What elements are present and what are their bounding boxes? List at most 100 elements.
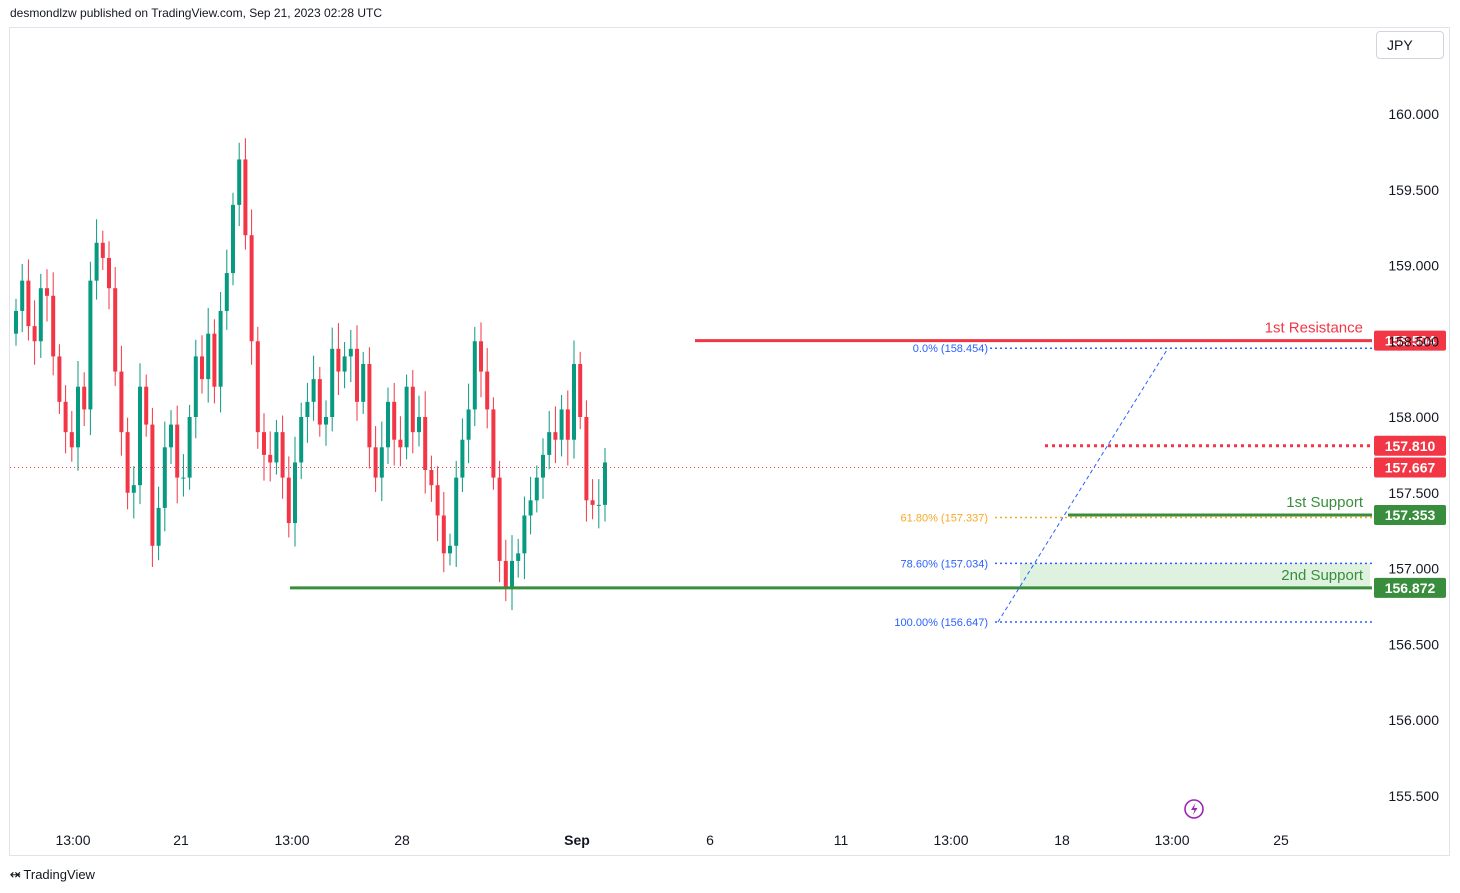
candle-body xyxy=(373,447,378,478)
candle-body xyxy=(200,356,204,380)
candle-body xyxy=(76,386,80,448)
candle-body xyxy=(584,417,589,501)
time-tick-label: 21 xyxy=(173,832,189,848)
candle-body xyxy=(435,485,440,516)
time-tick-label: 6 xyxy=(706,832,714,848)
candle-body xyxy=(355,348,359,402)
price-tick-label: 159.000 xyxy=(1388,258,1439,274)
candle-body xyxy=(14,310,18,334)
price-tick-label: 159.500 xyxy=(1388,182,1439,198)
support-zone xyxy=(1020,563,1370,588)
fib-group: 0.0% (158.454) 61.80% (157.337) 78.60% (15… xyxy=(894,343,1372,629)
price-label-text: 156.872 xyxy=(1385,580,1436,596)
candle-body xyxy=(20,280,25,311)
candle-body xyxy=(572,363,576,440)
candle-body xyxy=(330,348,335,417)
candle-body xyxy=(69,432,74,448)
candle-body xyxy=(565,409,570,440)
candle-body xyxy=(293,462,297,524)
level-name-label: 1st Resistance xyxy=(1265,320,1363,337)
candle-body xyxy=(379,447,384,478)
time-tick-label: 13:00 xyxy=(55,832,90,848)
candle-body xyxy=(57,356,62,402)
candle-body xyxy=(348,348,353,357)
candle-body xyxy=(156,507,161,546)
candle-body xyxy=(448,545,452,554)
candle-body xyxy=(280,432,285,478)
candle-body xyxy=(107,257,111,289)
candle-body xyxy=(150,424,155,546)
price-tick-label: 160.000 xyxy=(1388,106,1439,122)
fib-trend-line[interactable] xyxy=(997,347,1169,623)
candle-body xyxy=(212,333,217,387)
candle-body xyxy=(63,401,68,433)
candle-body xyxy=(51,295,56,357)
candle-body xyxy=(274,432,279,463)
candle-body xyxy=(503,560,508,587)
tradingview-logo-icon: ⬾ xyxy=(10,866,20,881)
candle-body xyxy=(131,485,136,493)
candle-body xyxy=(423,417,428,471)
time-tick-label: 11 xyxy=(834,832,849,848)
price-tick-label: 156.000 xyxy=(1388,712,1439,728)
price-tick-label: 158.000 xyxy=(1388,409,1439,425)
fib-level-label: 0.0% (158.454) xyxy=(913,343,988,355)
candle-body xyxy=(429,470,434,486)
price-label-badge xyxy=(1374,577,1446,598)
tradingview-footer[interactable]: ⬾ TradingView xyxy=(10,866,95,882)
candle-body xyxy=(193,356,198,417)
candle-body xyxy=(237,159,242,205)
candle-body xyxy=(491,409,496,478)
price-label-text: 158.504 xyxy=(1385,333,1436,349)
time-tick-label: 28 xyxy=(394,832,410,848)
fib-level-label: 61.80% (157.337) xyxy=(901,512,988,524)
candle-body xyxy=(386,401,390,448)
candle-body xyxy=(286,477,291,524)
candle-body xyxy=(522,515,527,554)
candle-body xyxy=(88,280,93,410)
candle-body xyxy=(510,560,514,587)
price-tick-label: 158.500 xyxy=(1388,333,1439,349)
time-tick-label: 18 xyxy=(1054,832,1070,848)
time-tick-label: 25 xyxy=(1273,832,1289,848)
candle-body xyxy=(367,363,372,448)
candle-body xyxy=(441,515,446,554)
candle-body xyxy=(466,409,471,440)
candle-body xyxy=(460,439,465,478)
flash-icon[interactable] xyxy=(1184,799,1204,819)
candle-body xyxy=(578,363,583,417)
price-axis[interactable]: 160.000 159.500 159.000 158.500 158.000 157.5… xyxy=(1388,106,1439,804)
candle-body xyxy=(485,371,490,410)
candle-body xyxy=(249,235,254,342)
candle-body xyxy=(534,477,539,501)
candle-body xyxy=(559,409,564,440)
candle-body xyxy=(472,341,477,410)
price-label-text: 157.810 xyxy=(1385,438,1436,454)
candle-body xyxy=(553,432,558,440)
candle-body xyxy=(125,432,130,493)
level-name-label: 2nd Support xyxy=(1281,567,1364,584)
candle-body xyxy=(404,386,409,448)
candle-body xyxy=(454,477,459,546)
candle-body xyxy=(32,326,37,342)
candle-body xyxy=(162,447,167,508)
candle-body xyxy=(590,500,595,505)
time-axis[interactable]: 13:00 21 13:00 28 Sep 6 11 13:00 18 13:00 25 xyxy=(55,832,1289,848)
price-label-badge xyxy=(1374,330,1446,351)
candle-body xyxy=(138,386,142,486)
candle-body xyxy=(26,280,31,327)
candle-body xyxy=(479,341,483,372)
currency-button[interactable]: JPY xyxy=(1376,31,1444,59)
candle-body xyxy=(398,439,403,448)
price-tick-label: 157.500 xyxy=(1388,485,1439,501)
candle-body xyxy=(410,386,415,433)
candle-body xyxy=(596,504,601,506)
candle-body xyxy=(305,401,310,417)
candle-body xyxy=(231,204,235,274)
price-label-text: 157.353 xyxy=(1385,507,1436,523)
candle-body xyxy=(324,417,328,425)
candle-body xyxy=(528,500,533,516)
price-label-badge xyxy=(1374,505,1446,526)
candle-body xyxy=(243,159,248,236)
